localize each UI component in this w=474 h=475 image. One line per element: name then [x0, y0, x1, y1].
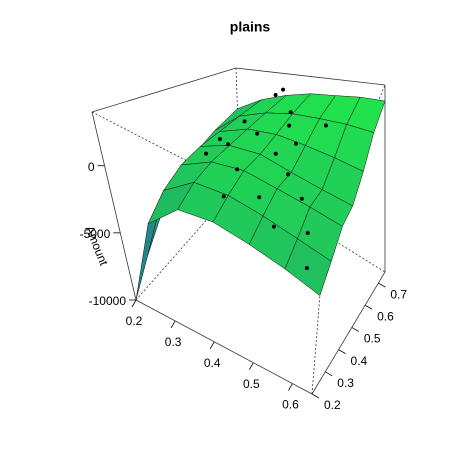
z-tick-label: -5000 [80, 227, 111, 241]
box-edge [91, 111, 137, 301]
tick-mark [288, 383, 293, 391]
data-point [304, 266, 309, 271]
box-edge [91, 67, 237, 113]
tick-mark [378, 282, 386, 288]
tick-mark [248, 362, 254, 370]
x-tick-label: 0.3 [165, 335, 182, 349]
data-point [221, 194, 226, 199]
data-point [257, 195, 262, 200]
z-tick-label: 0 [88, 160, 95, 174]
y-tick-label: 0.2 [324, 398, 341, 412]
data-point [273, 92, 278, 97]
data-point [281, 87, 286, 92]
y-tick-label: 0.3 [337, 376, 354, 390]
data-point [293, 141, 298, 146]
box-edge [135, 299, 313, 395]
z-tick-label: -10000 [89, 294, 127, 308]
y-tick-label: 0.6 [377, 309, 394, 323]
data-point [235, 167, 240, 172]
tick-mark [351, 327, 360, 332]
tick-mark [364, 304, 373, 310]
data-point [287, 123, 292, 128]
data-point [305, 231, 310, 236]
data-point [323, 123, 328, 128]
x-tick-label: 0.6 [282, 398, 299, 412]
x-tick-label: 0.2 [126, 314, 143, 328]
y-tick-label: 0.7 [390, 287, 407, 301]
data-point [299, 196, 304, 201]
tick-mark [325, 371, 333, 377]
data-point [273, 151, 278, 156]
tick-mark [338, 349, 346, 354]
data-point [226, 142, 231, 147]
tick-mark [131, 299, 137, 308]
box-edge [311, 231, 326, 395]
x-tick-label: 0.4 [204, 356, 221, 370]
chart-title: plains [230, 19, 271, 35]
data-point [288, 110, 293, 115]
x-tick-label: 0.5 [243, 377, 260, 391]
data-point [217, 136, 222, 141]
data-point [286, 172, 291, 177]
data-point [271, 224, 276, 229]
tick-mark [311, 393, 320, 399]
tick-mark [209, 341, 215, 349]
box-edge [235, 67, 386, 86]
data-point [204, 151, 209, 156]
data-point [255, 131, 260, 136]
box-edge [311, 271, 386, 395]
data-point [242, 119, 247, 124]
y-tick-label: 0.5 [364, 332, 381, 346]
tick-mark [170, 320, 176, 329]
y-tick-label: 0.4 [351, 354, 368, 368]
